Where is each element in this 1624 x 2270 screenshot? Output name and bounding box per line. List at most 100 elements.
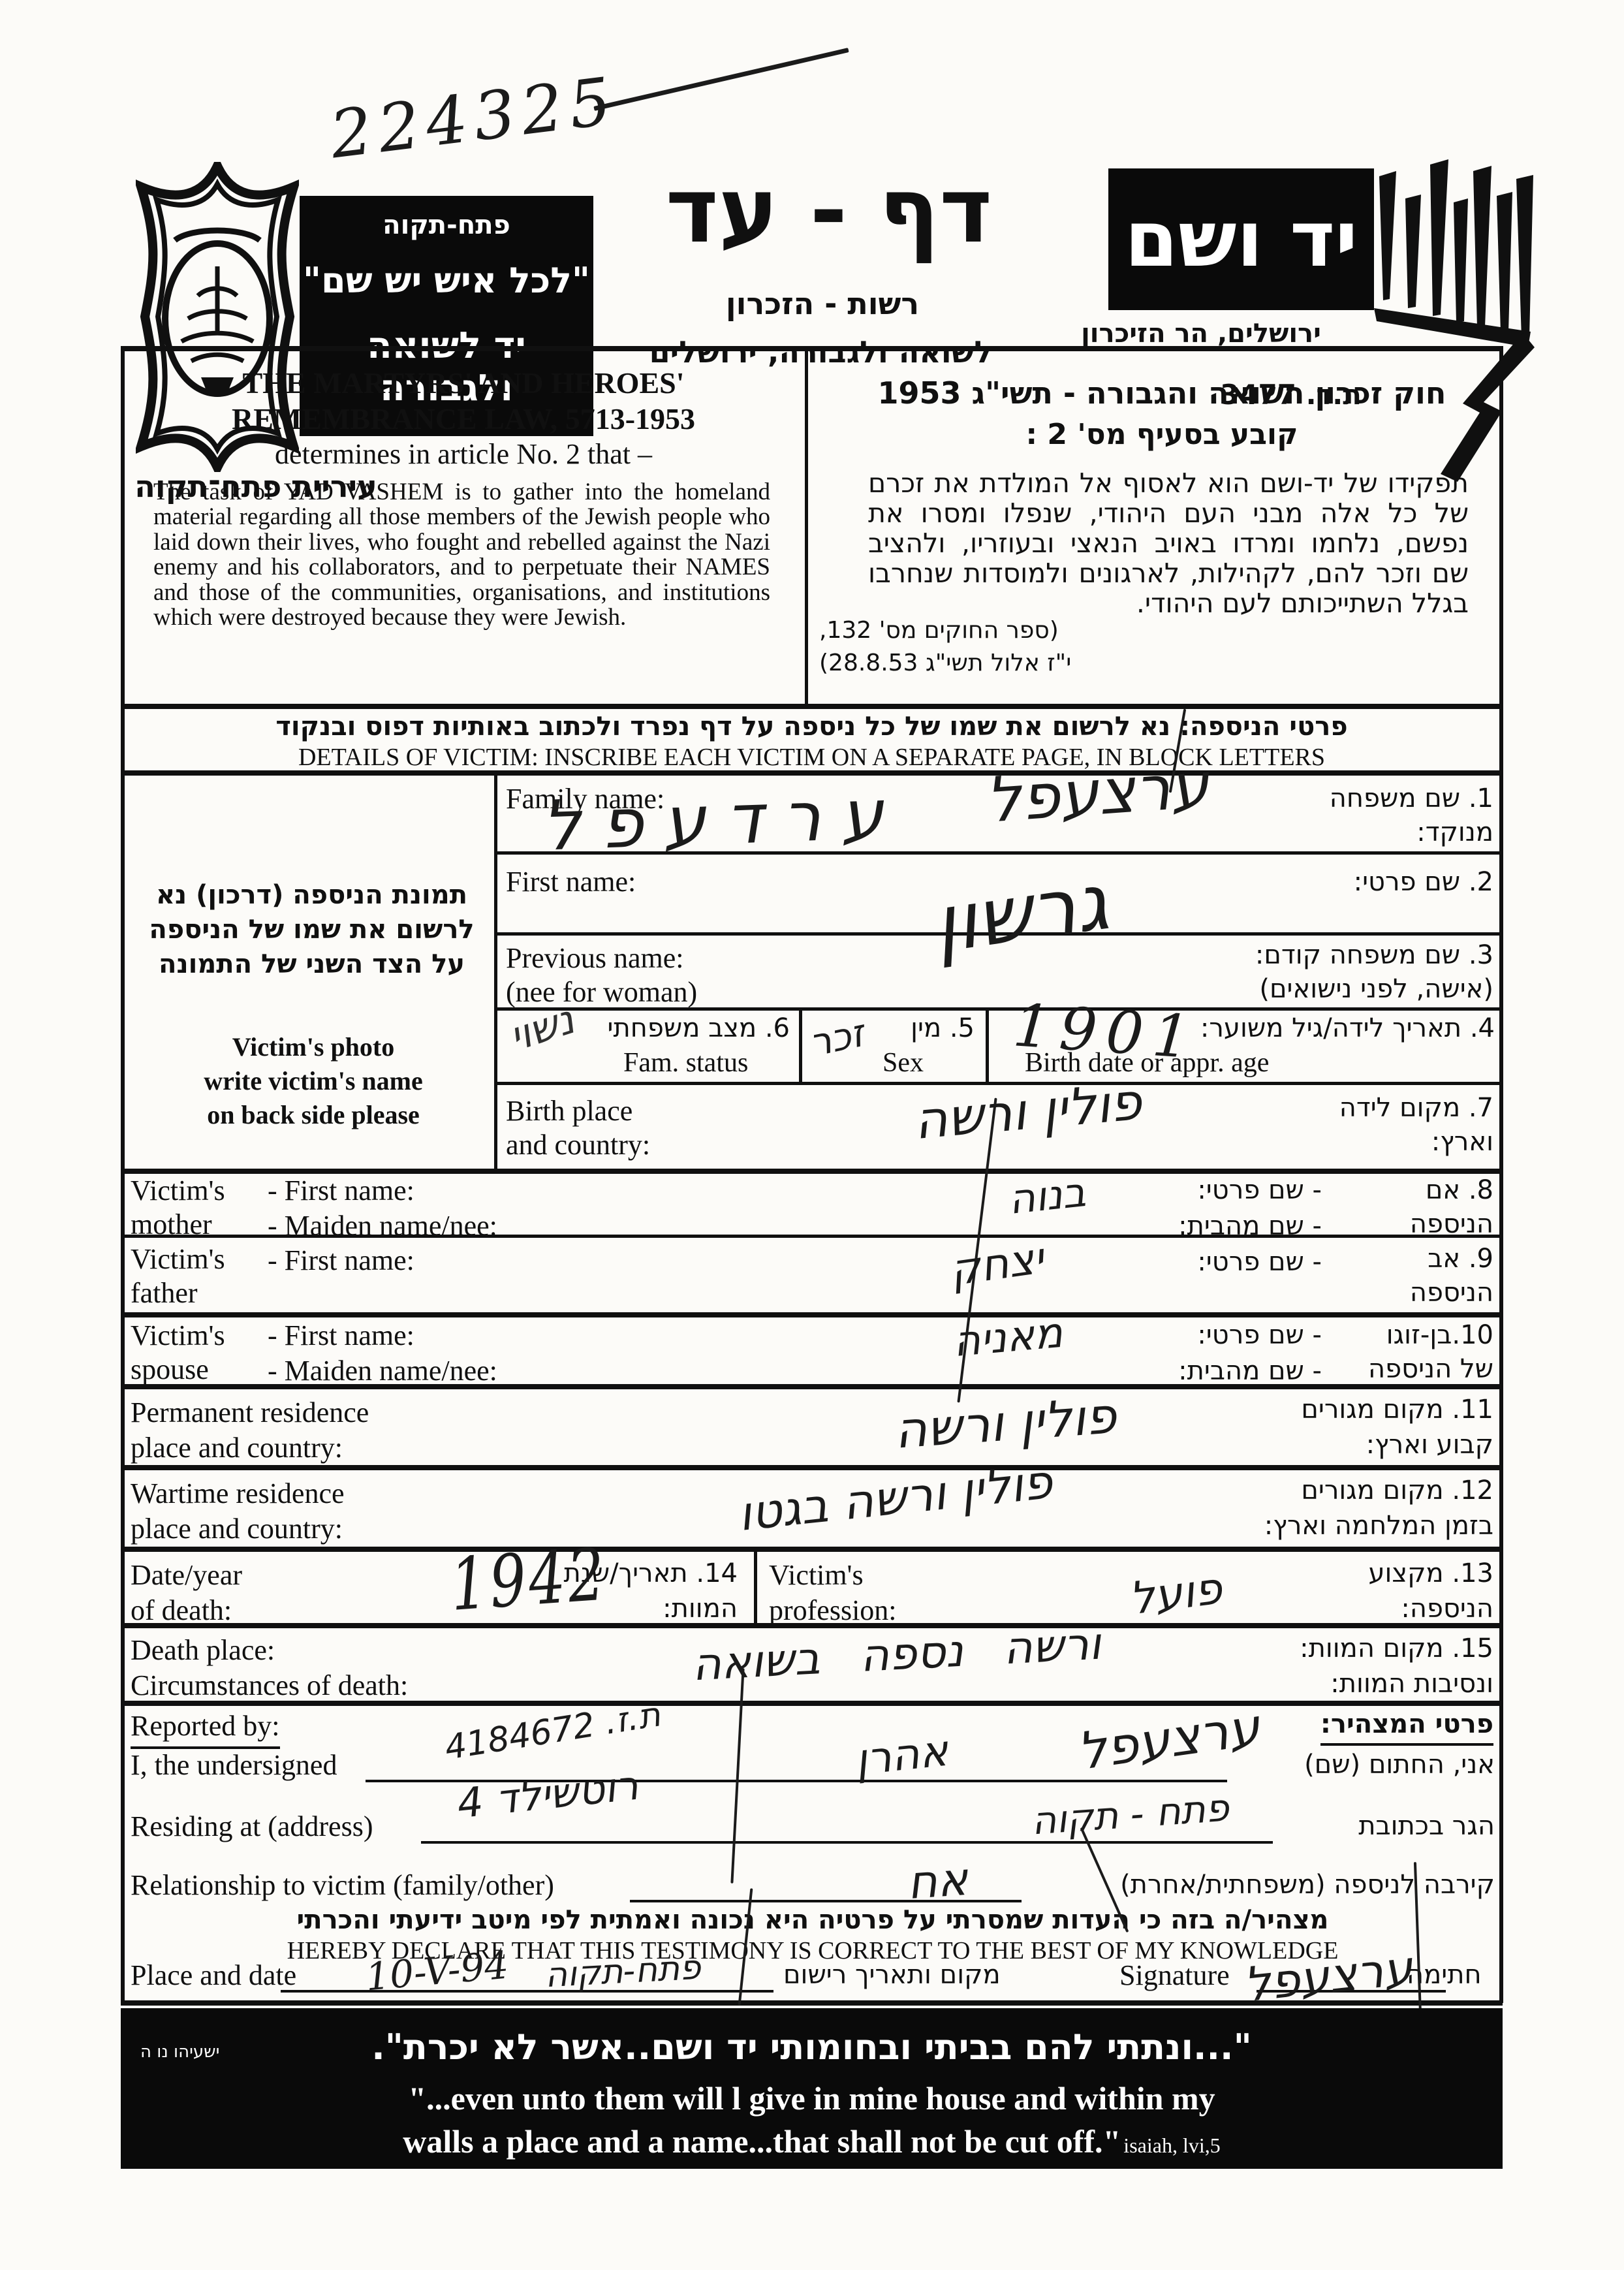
field7-label-he-2: וארץ: [1431, 1127, 1493, 1157]
field8-mid-label-2: - שם מהבית: [1178, 1211, 1322, 1241]
field9-label-he-1: 9. אב [1428, 1244, 1493, 1274]
field7-label-en-2: and country: [506, 1129, 651, 1161]
photo-panel-instructions-he: תמונת הניספה (דרכון) נא לרשום את שמו של … [149, 880, 475, 979]
yad-vashem-logotype: יד ושם [1124, 194, 1358, 284]
details-header-he: פרטי הניספה: נא לרשום את שמו של כל ניספה… [275, 712, 1348, 742]
field2-value-handwritten: גרשון [928, 857, 1114, 971]
reporter-familyname-handwritten: ערצעפל [1074, 1697, 1264, 1782]
field11-label-en-1: Permanent residence [131, 1396, 369, 1428]
field15-label-he-1: 15. מקום המוות: [1300, 1633, 1493, 1663]
field1-value-handwritten-right: ערצעפל [983, 749, 1211, 837]
field1-label-en: Family name: [506, 783, 665, 815]
law-title-he-2: קובע בסעיף מס' 2 : [1025, 418, 1298, 451]
field10-label-en-1: Victim's [131, 1319, 225, 1351]
field9-label-he-2: הניספה [1409, 1278, 1493, 1308]
field15-label-he-2: ונסיבות המוות: [1330, 1669, 1493, 1699]
reported-by-heading-he: פרטי המצהיר: [1320, 1709, 1493, 1746]
field8-label-en-1: Victim's [131, 1174, 225, 1206]
field8-mid-label-1: - שם פרטי: [1197, 1175, 1322, 1205]
photo-panel-instructions-en-2: write victim's name [204, 1066, 423, 1096]
field7-label-en-1: Birth place [506, 1095, 633, 1127]
yad-vashem-address-2: ת.ד. 3477 [1220, 379, 1362, 411]
form-subtitle-2: לשואה ולגבורה, ירושלים [649, 334, 993, 370]
field8-label-he-1: 8. אם [1425, 1175, 1493, 1205]
field4-label-he: 4. תאריך לידה/גיל משוער: [1200, 1013, 1495, 1043]
field15-value-handwritten: ורשה נספה בשואה [691, 1618, 1102, 1692]
field1-value-handwritten-left: ערדעפל [540, 774, 905, 866]
signature-label-en: Signature [1119, 1959, 1230, 1991]
field15-label-en-1: Death place: [131, 1634, 275, 1666]
field6-label-en: Fam. status [623, 1048, 749, 1078]
law-ref-he-2: י"ז אלול תשי"ג 28.8.53) [819, 650, 1072, 676]
municipality-caption: עיריית פתח־תקוה [134, 469, 377, 504]
law-title-en-1: THE MARTYRS' AND HEROES' [242, 366, 685, 400]
municipality-banner: פתח-תקוה "לכל איש יש שם" יד לשואה ולגבור… [300, 196, 593, 436]
residing-label-en: Residing at (address) [131, 1810, 373, 1842]
field14-value-handwritten: 1942 [447, 1532, 610, 1628]
field9-value-handwritten: יצחק [946, 1233, 1047, 1296]
place-date-handwritten-city: פתח-תקוה [544, 1947, 702, 1996]
field10-label-he-1: 10.בן-זוגו [1386, 1320, 1493, 1350]
petah-tikva-emblem-icon [136, 162, 299, 472]
field3-label-en-1: Previous name: [506, 942, 684, 974]
form-title: דף - עד [665, 158, 993, 263]
field9-mid-label-en-1: - First name: [268, 1244, 414, 1276]
law-title-en-3: determines in article No. 2 that – [275, 438, 652, 470]
residing-writing-line [421, 1841, 1273, 1844]
pen-stroke-top [593, 48, 849, 111]
yad-vashem-nameplate: יד ושם [1108, 168, 1374, 310]
scripture-quote-en-2: walls a place and a name...that shall no… [403, 2123, 1121, 2160]
field3-label-en-2: (nee for woman) [506, 976, 698, 1008]
field14-label-he-1: 14. תאריך/שנת [563, 1558, 738, 1588]
relationship-value-handwritten: אח [905, 1852, 970, 1910]
field11-label-en-2: place and country: [131, 1432, 343, 1464]
field2-label-he: 2. שם פרטי: [1353, 867, 1493, 897]
scripture-quote-en-1: "...even unto them will l give in mine h… [408, 2080, 1215, 2117]
field8-value-handwritten: בנוה [1006, 1168, 1088, 1223]
scripture-ref-he: ישעיהו נו ה [140, 2042, 220, 2062]
field8-mid-label-en-2: - Maiden name/nee: [268, 1210, 497, 1242]
field11-label-he-2: קבוע וארץ: [1366, 1430, 1493, 1460]
field14-label-he-2: המוות: [663, 1594, 738, 1624]
declaration-he: מצהיר/ה בזה כי העדות שמסרתי על פרטיה היא… [296, 1905, 1329, 1935]
yad-vashem-memorial-icon [1374, 159, 1535, 482]
field10-mid-label-1: - שם פרטי: [1197, 1320, 1322, 1350]
law-ref-he-1: (ספר החוקים מס' 132, [819, 617, 1059, 644]
field14-label-en-2: of death: [131, 1594, 232, 1626]
field8-label-en-2: mother [131, 1208, 212, 1240]
field12-label-he-2: בזמן המלחמה וארץ: [1264, 1511, 1493, 1541]
field11-label-he-1: 11. מקום מגורים [1301, 1395, 1493, 1425]
law-body-en: The task of YAD VASHEM is to gather into… [153, 479, 770, 631]
field8-mid-label-en-1: - First name: [268, 1174, 414, 1206]
field3-label-he-1: 3. שם משפחה קודם: [1255, 940, 1493, 970]
scripture-quote-he: "...ונתתי להם בביתי ובחומותי יד ושם..אשר… [371, 2026, 1252, 2068]
undersigned-label-en: I, the undersigned [131, 1749, 337, 1781]
relationship-label-he: קירבה לניספה (משפחתית/אחרת) [1120, 1870, 1495, 1900]
field4-label-en: Birth date or appr. age [1025, 1048, 1270, 1078]
field4-value-handwritten: 1901 [1010, 991, 1202, 1073]
details-header-en: DETAILS OF VICTIM: INSCRIBE EACH VICTIM … [298, 744, 1326, 771]
address-city-handwritten: פתח - תקוה [1029, 1785, 1231, 1844]
form-subtitle-1: רשות - הזכרון [725, 286, 920, 321]
field5-label-he: 5. מין [911, 1013, 975, 1043]
law-body-he: תפקידו של יד-ושם הוא לאסוף אל המולדת את … [868, 467, 1469, 619]
field13-label-he-1: 13. מקצוע [1368, 1558, 1493, 1588]
address-street-handwritten: רוטשילד 4 [454, 1761, 641, 1828]
municipality-motto: "לכל איש יש שם" [302, 260, 591, 301]
undersigned-writing-line [366, 1780, 1227, 1782]
field13-label-he-2: הניספה: [1401, 1594, 1493, 1624]
field10-mid-label-en-1: - First name: [268, 1319, 414, 1351]
signature-writing-line [1257, 1990, 1446, 1993]
field9-label-en-1: Victim's [131, 1243, 225, 1275]
field12-label-en-2: place and country: [131, 1513, 343, 1545]
field11-value-handwritten: פולין ורשה [892, 1386, 1119, 1460]
photo-panel-instructions-en-3: on back side please [207, 1100, 420, 1129]
field5-value-handwritten: זכר [805, 1011, 868, 1065]
field1-label-he-1: 1. שם משפחה [1329, 783, 1493, 813]
field2-label-en: First name: [506, 866, 636, 898]
field14-label-en-1: Date/year [131, 1559, 242, 1591]
field13-value-handwritten: פועל [1126, 1562, 1225, 1626]
relationship-writing-line [630, 1900, 1022, 1902]
place-date-label-en: Place and date [131, 1959, 297, 1991]
